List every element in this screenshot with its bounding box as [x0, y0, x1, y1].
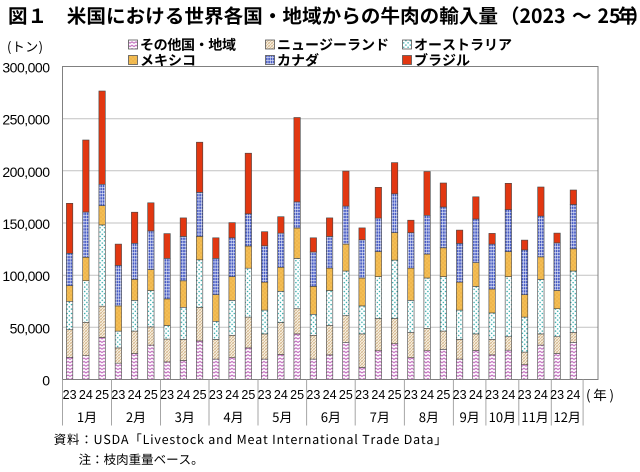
- svg-text:24: 24: [274, 388, 288, 402]
- svg-text:23: 23: [550, 388, 564, 402]
- svg-text:25: 25: [95, 388, 109, 402]
- svg-text:250,000: 250,000: [2, 112, 50, 128]
- svg-text:300,000: 300,000: [2, 60, 50, 76]
- svg-text:23: 23: [485, 388, 499, 402]
- svg-text:23: 23: [258, 388, 272, 402]
- svg-text:25: 25: [193, 388, 207, 402]
- svg-text:25: 25: [339, 388, 353, 402]
- svg-text:150,000: 150,000: [2, 216, 50, 232]
- svg-text:200,000: 200,000: [2, 164, 50, 180]
- svg-text:23: 23: [404, 388, 418, 402]
- svg-text:23: 23: [453, 388, 467, 402]
- svg-text:100,000: 100,000: [2, 268, 50, 284]
- svg-text:24: 24: [566, 388, 580, 402]
- svg-text:25: 25: [290, 388, 304, 402]
- svg-text:24: 24: [501, 388, 515, 402]
- svg-text:24: 24: [371, 388, 385, 402]
- svg-text:24: 24: [225, 388, 239, 402]
- svg-text:50,000: 50,000: [10, 320, 51, 336]
- svg-text:25: 25: [241, 388, 255, 402]
- svg-text:23: 23: [355, 388, 369, 402]
- svg-text:0: 0: [42, 373, 50, 389]
- svg-text:24: 24: [176, 388, 190, 402]
- svg-text:24: 24: [469, 388, 483, 402]
- svg-text:25: 25: [144, 388, 158, 402]
- svg-text:23: 23: [209, 388, 223, 402]
- svg-text:24: 24: [128, 388, 142, 402]
- svg-text:25: 25: [436, 388, 450, 402]
- svg-text:24: 24: [323, 388, 337, 402]
- svg-text:23: 23: [63, 388, 77, 402]
- svg-text:24: 24: [534, 388, 548, 402]
- svg-text:23: 23: [111, 388, 125, 402]
- svg-text:25: 25: [388, 388, 402, 402]
- svg-text:23: 23: [160, 388, 174, 402]
- svg-text:24: 24: [420, 388, 434, 402]
- svg-text:24: 24: [79, 388, 93, 402]
- svg-text:23: 23: [306, 388, 320, 402]
- svg-text:23: 23: [518, 388, 532, 402]
